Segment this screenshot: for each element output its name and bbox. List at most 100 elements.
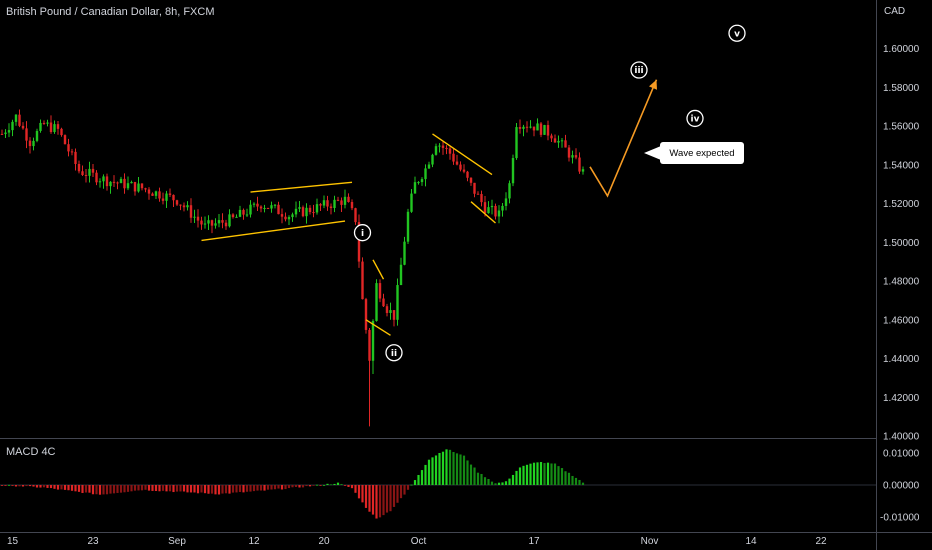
candle-body — [466, 171, 469, 178]
candle-body — [368, 329, 371, 361]
macd-bar — [249, 485, 252, 492]
macd-bar — [151, 485, 154, 491]
candle-body — [11, 121, 14, 131]
pattern-trendline — [432, 133, 493, 176]
candle-body — [427, 164, 431, 169]
candle-body — [116, 182, 119, 184]
macd-bar — [32, 485, 35, 487]
candle-body — [35, 130, 39, 141]
wave-expected-callout[interactable]: Wave expected — [660, 142, 744, 164]
candle-body — [4, 132, 7, 135]
macd-bar — [438, 452, 441, 485]
candle-body — [53, 124, 56, 133]
macd-bar — [98, 485, 102, 495]
candle-body — [249, 204, 252, 215]
candle-body — [46, 122, 49, 124]
candle-body — [298, 207, 301, 209]
candle-body — [578, 157, 581, 172]
projected-wave-path — [589, 79, 658, 198]
macd-bar — [140, 485, 144, 491]
macd-bar — [18, 485, 21, 487]
candle-body — [238, 209, 242, 217]
candle-body — [294, 208, 298, 215]
candle-body — [532, 126, 536, 131]
macd-bar — [333, 483, 336, 485]
candle-body — [403, 241, 406, 265]
macd-bar — [147, 485, 151, 491]
pattern-trendline — [372, 259, 385, 280]
candle-body — [308, 207, 312, 213]
candle-body — [189, 205, 193, 218]
macd-bar — [319, 485, 322, 486]
price-tick-label: 1.50000 — [883, 238, 920, 249]
macd-tick-label: -0.01000 — [880, 513, 920, 524]
macd-bar — [252, 485, 256, 492]
candle-body — [546, 125, 550, 136]
projection-arrowhead — [648, 79, 658, 90]
candle-body — [137, 183, 140, 192]
candle-body — [0, 133, 4, 135]
candle-body — [175, 200, 179, 205]
macd-bar — [497, 482, 501, 485]
macd-bar — [172, 485, 175, 493]
candle-body — [361, 261, 364, 300]
macd-bar — [49, 485, 53, 489]
wave-label-v: v — [734, 29, 740, 39]
candle-body — [515, 127, 518, 159]
candle-body — [434, 146, 438, 155]
macd-bar — [522, 465, 525, 485]
candle-body — [539, 123, 543, 135]
candle-body — [242, 209, 245, 215]
candle-body — [151, 193, 154, 196]
candle-body — [364, 299, 368, 330]
macd-bar — [165, 485, 168, 492]
candle-body — [91, 168, 95, 173]
macd-bar — [25, 485, 28, 487]
candle-body — [490, 205, 494, 208]
candle-body — [259, 206, 263, 209]
macd-bar — [357, 485, 361, 499]
macd-bar — [473, 467, 476, 485]
candle-body — [32, 140, 35, 147]
macd-bar — [543, 463, 546, 485]
macd-bar — [329, 484, 333, 486]
macd-bar — [571, 475, 574, 485]
candle-body — [550, 135, 553, 139]
candle-body — [193, 216, 196, 218]
pattern-trendline — [250, 181, 353, 193]
candle-body — [462, 169, 466, 172]
candle-body — [130, 181, 133, 184]
wave-marker-ii — [385, 344, 403, 362]
macd-bar — [11, 485, 14, 486]
macd-bar — [469, 464, 473, 485]
candle-body — [126, 183, 130, 189]
macd-bar — [375, 485, 378, 519]
candle-body — [60, 128, 63, 136]
candle-body — [161, 198, 165, 201]
macd-bar — [214, 485, 217, 495]
macd-bar — [511, 474, 515, 485]
macd-bar — [203, 485, 207, 494]
macd-bar — [382, 485, 385, 516]
candle-body — [172, 194, 175, 201]
candle-body — [340, 200, 343, 205]
macd-bar — [452, 452, 455, 485]
macd-bar — [536, 462, 539, 485]
candle-body — [67, 144, 70, 152]
macd-bar — [396, 485, 399, 503]
candle-body — [459, 164, 462, 170]
candle-body — [14, 114, 18, 122]
macd-bar — [35, 485, 39, 488]
candle-body — [273, 204, 277, 206]
price-tick-label: 1.46000 — [883, 315, 920, 326]
candle-body — [28, 140, 32, 147]
macd-tick-label: 0.01000 — [883, 448, 920, 459]
candle-body — [133, 181, 137, 192]
macd-bar — [399, 485, 403, 499]
macd-bar — [448, 449, 452, 485]
macd-bar — [434, 455, 438, 485]
candle-body — [214, 223, 217, 226]
candle-body — [154, 191, 158, 196]
candle-body — [221, 220, 224, 223]
